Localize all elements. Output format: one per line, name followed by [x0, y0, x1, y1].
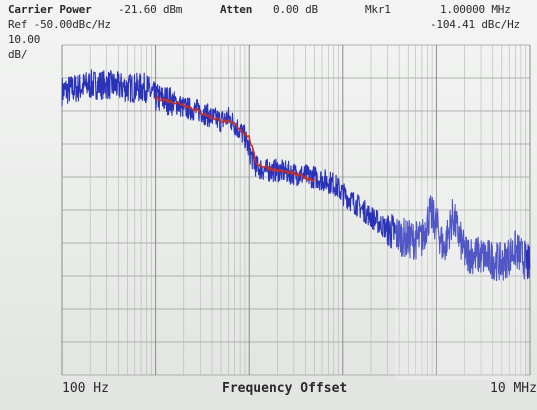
phase-noise-trace [61, 69, 531, 282]
marker-value: -104.41 dBc/Hz [430, 18, 520, 31]
x-stop-label: 10 MHz [490, 381, 537, 396]
reference-level: Ref -50.00dBc/Hz [8, 18, 111, 31]
atten-value: 0.00 dB [273, 3, 318, 16]
scale-unit: dB/ [8, 48, 28, 61]
carrier-power-value: -21.60 dBm [118, 3, 183, 16]
scale-value: 10.00 [8, 33, 41, 46]
x-axis-title: Frequency Offset [222, 381, 348, 396]
x-start-label: 100 Hz [62, 381, 109, 396]
smoothed-trace [154, 95, 315, 183]
plot-traces [61, 69, 531, 282]
atten-label: Atten [220, 3, 253, 16]
marker-frequency: 1.00000 MHz [440, 3, 511, 16]
marker-label: Mkr1 [365, 3, 391, 16]
carrier-power-label: Carrier Power [8, 3, 92, 16]
